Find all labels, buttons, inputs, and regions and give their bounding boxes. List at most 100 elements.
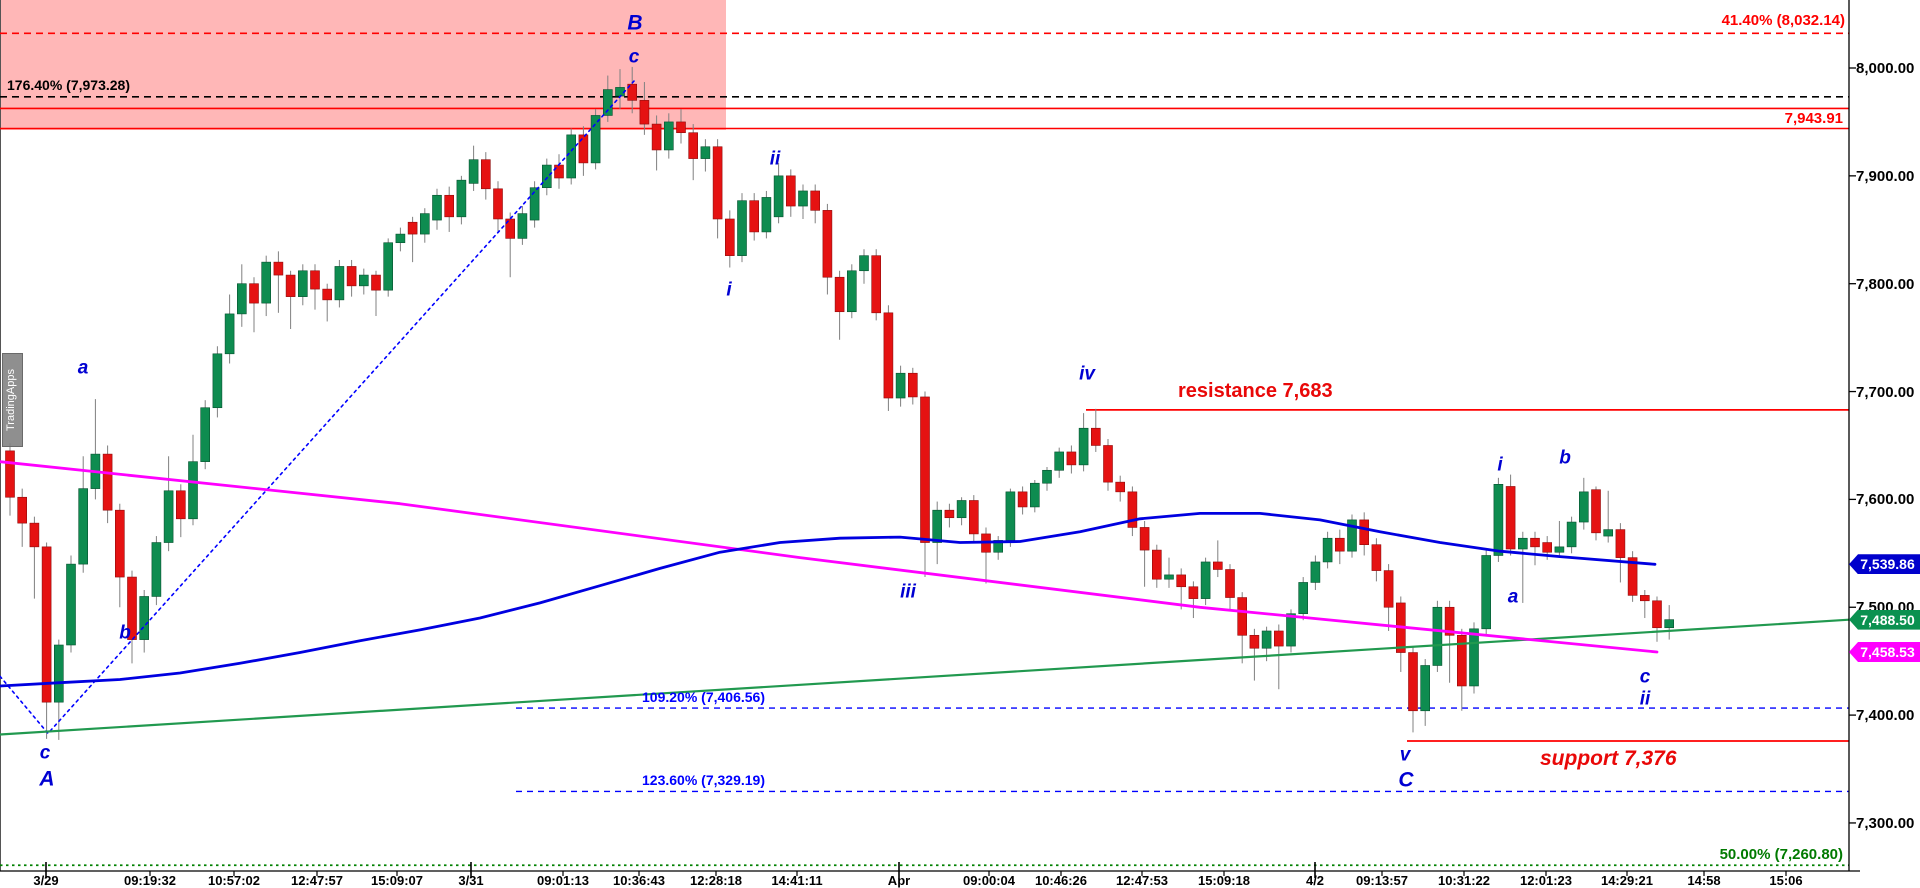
candle-body [590,115,601,164]
x-axis-label: 10:36:43 [612,873,666,888]
candle-body [1030,482,1040,508]
candle-body [383,242,394,291]
wave-label-C: C [1398,768,1414,792]
candle-body [529,187,540,221]
candle-body [602,89,613,116]
candle-body [1188,586,1199,599]
y-axis-label: 7,900.00 [1856,167,1915,185]
candle-body [676,121,686,134]
wave-label-ii: ii [769,148,781,170]
wave-label-iv: iv [1079,363,1095,385]
candle-body [249,283,259,304]
supply-zone [0,0,726,131]
ma-value-tag: 7,539.86 [1849,554,1920,575]
wave-label-b: b [119,622,131,644]
candle-body [102,453,113,511]
candle-body [1371,544,1382,571]
wave-label-c: c [1639,666,1651,688]
candle-body [688,132,699,159]
y-axis-label: 7,700.00 [1856,383,1915,401]
candle-body [1664,619,1674,629]
candle-body [1042,469,1052,484]
wave-label-iii: iii [900,581,916,603]
candle-body [200,407,210,462]
price-band-label: 7,943.91 [1784,110,1843,128]
candle-body [1347,519,1357,552]
candle-body [176,490,186,520]
x-axis-label: 15:09:18 [1197,873,1251,888]
candle-body [822,210,833,278]
candle-body [468,159,479,184]
wave-label-a: a [1507,586,1519,608]
candle-body [1213,561,1223,570]
candle-body [517,213,528,239]
wave-label-A: A [39,767,55,791]
candle-body [639,100,650,125]
y-axis-label: 7,400.00 [1856,707,1915,725]
x-axis-label: 09:00:04 [962,873,1016,888]
candle-body [493,188,503,220]
fib-label-50-00: 50.00% (7,260.80) [1719,846,1843,864]
candle-body [1066,451,1077,466]
candle-body [53,644,64,703]
candle-body [151,542,162,597]
candle-body [1566,521,1577,548]
candle-body [895,372,906,399]
candle-body [139,596,149,640]
candle-body [41,546,52,703]
candle-body [358,274,369,287]
candle-body [956,500,967,519]
y-axis-label: 7,300.00 [1856,814,1915,832]
y-axis-label: 8,000.00 [1856,60,1915,77]
descending-trendline [0,460,1659,654]
candle-body [1164,574,1174,580]
candle-body [480,159,491,190]
candle-body [541,164,552,189]
candle-body [444,194,455,218]
last-price-tag: 7,488.50 [1849,609,1920,630]
candle-body [456,179,467,218]
candle-body [1530,537,1540,548]
fib-label-41-40: 41.40% (8,032.14) [1721,12,1845,30]
candle-body [773,175,784,218]
trendline-value-tag: 7,458.53 [1849,641,1920,662]
candle-body [1408,652,1418,712]
wave-label-i: i [726,279,732,301]
x-axis-label: 12:01:23 [1519,873,1573,888]
candle-body [1652,600,1662,629]
candle-body [712,146,723,220]
ab-trendline-dotted [0,78,637,735]
candle-body [554,164,564,179]
candle-body [615,87,625,97]
candle-body [285,274,296,297]
candle-body [1591,489,1601,534]
candle-body [1249,634,1260,649]
support-label: support 7,376 [1540,746,1677,770]
x-axis-label: 12:28:18 [689,873,743,888]
x-axis-label: 09:01:13 [536,873,590,888]
candle-body [322,288,333,301]
candle-body [334,266,345,301]
candle-body [1176,574,1186,588]
candle-body [1225,569,1235,598]
candle-body [1481,555,1491,630]
candle-body [798,190,808,207]
candle-body [871,255,882,314]
candle-body [859,255,869,272]
candle-body [1420,665,1430,712]
x-axis-label: 09:13:57 [1355,873,1409,888]
x-axis-label: 15:09:07 [370,873,424,888]
candle-body [505,218,516,239]
wave-label-a: a [77,357,89,379]
candle-body [749,200,760,233]
candle-body [1115,481,1125,493]
candle-body [846,270,857,313]
candle-body [127,576,137,640]
candle-body [395,233,406,244]
candle-body [273,261,284,276]
candle-body [1615,529,1626,558]
fib-label-176-40: 176.40% (7,973.28) [7,76,130,93]
candle-body [1383,570,1394,608]
